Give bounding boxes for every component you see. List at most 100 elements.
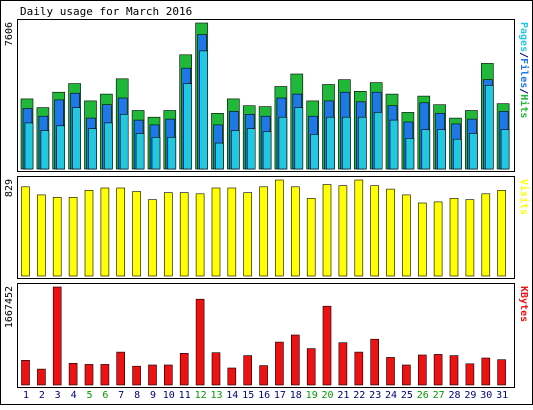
- bar-visits-day-29: [465, 199, 475, 277]
- day-label-22: 22: [353, 390, 365, 401]
- panel-kbytes: 1667452 KBytes: [4, 283, 529, 388]
- bar-pages-day-21: [342, 116, 351, 170]
- bar-visits-day-1: [21, 186, 30, 277]
- bar-kbytes-day-28: [449, 355, 459, 386]
- bar-kbytes-day-30: [481, 357, 491, 386]
- day-label-8: 8: [134, 390, 140, 401]
- bar-kbytes-day-13: [211, 352, 221, 386]
- kbytes-legend-label: KBytes: [518, 286, 529, 322]
- day-axis-labels: 1 2 3 4 5 6 7 8 9 10 11 12 13 14 15 16 17 18 19 20 21 22 23 24 2…: [23, 390, 508, 401]
- bar-pages-day-9: [151, 137, 161, 170]
- chart-title: Daily usage for March 2016: [20, 5, 192, 18]
- bar-visits-day-24: [386, 188, 395, 277]
- bar-visits-day-31: [497, 190, 506, 277]
- day-label-5: 5: [86, 390, 92, 401]
- bar-visits-day-12: [195, 193, 205, 277]
- bar-pages-day-2: [40, 130, 50, 170]
- bar-visits-day-7: [116, 187, 125, 277]
- bar-visits-day-30: [481, 193, 491, 277]
- bar-kbytes-day-25: [402, 364, 411, 386]
- day-label-15: 15: [242, 390, 254, 401]
- bar-visits-day-27: [433, 201, 443, 277]
- day-label-13: 13: [210, 390, 222, 401]
- day-label-31: 31: [496, 390, 508, 401]
- bar-visits-day-6: [100, 187, 110, 277]
- bar-pages-day-29: [469, 133, 478, 170]
- day-label-29: 29: [464, 390, 476, 401]
- bar-kbytes-day-8: [132, 365, 141, 386]
- bar-visits-day-14: [227, 187, 237, 277]
- bar-kbytes-day-7: [116, 351, 125, 386]
- day-label-2: 2: [39, 390, 45, 401]
- day-label-27: 27: [433, 390, 445, 401]
- bar-visits-day-5: [84, 190, 94, 277]
- bar-pages-day-1: [24, 122, 34, 170]
- bar-visits-day-8: [132, 191, 141, 277]
- hits-legend-part-1: /: [518, 52, 529, 58]
- bar-visits-day-19: [306, 198, 316, 277]
- day-label-3: 3: [55, 390, 61, 401]
- bar-visits-day-10: [164, 192, 173, 277]
- day-label-21: 21: [337, 390, 349, 401]
- bar-visits-day-25: [402, 194, 411, 277]
- hits-legend-part-3: /: [518, 88, 529, 94]
- bar-kbytes-day-11: [179, 352, 189, 386]
- bar-kbytes-day-31: [497, 359, 506, 386]
- panel-hits: 7606 Pages/Files/Hits: [4, 19, 530, 172]
- bar-pages-day-5: [88, 128, 97, 170]
- bar-pages-day-28: [453, 138, 462, 170]
- day-label-20: 20: [321, 390, 333, 401]
- bar-pages-day-14: [231, 130, 240, 170]
- hits-legend-part-0: Pages: [518, 22, 529, 52]
- day-label-25: 25: [401, 390, 413, 401]
- day-label-9: 9: [150, 390, 156, 401]
- bar-visits-day-18: [290, 186, 300, 277]
- bar-kbytes-day-27: [433, 354, 443, 386]
- bar-visits-day-26: [417, 202, 427, 277]
- day-label-19: 19: [306, 390, 318, 401]
- day-label-16: 16: [258, 390, 270, 401]
- day-label-1: 1: [23, 390, 29, 401]
- bar-pages-day-24: [389, 119, 399, 170]
- bar-kbytes-day-10: [164, 364, 173, 386]
- bar-pages-day-6: [104, 122, 113, 170]
- bar-kbytes-day-5: [84, 364, 94, 386]
- bar-pages-day-13: [215, 142, 224, 170]
- bar-pages-day-16: [262, 131, 272, 170]
- day-label-28: 28: [448, 390, 460, 401]
- hits-legend-part-4: Hits: [518, 94, 530, 118]
- bar-pages-day-30: [484, 85, 494, 170]
- bar-kbytes-day-29: [465, 363, 475, 386]
- bar-kbytes-day-3: [52, 286, 62, 386]
- bar-pages-day-20: [326, 116, 335, 170]
- bar-pages-day-3: [56, 125, 66, 170]
- visits-legend-part-0: Visits: [518, 179, 530, 215]
- day-label-14: 14: [226, 390, 238, 401]
- day-label-18: 18: [290, 390, 302, 401]
- bar-pages-day-10: [167, 137, 177, 170]
- kbytes-ymax-label: 1667452: [4, 286, 15, 328]
- bar-pages-day-8: [135, 133, 145, 170]
- bar-pages-day-19: [310, 134, 320, 170]
- hits-legend-part-2: Files: [518, 58, 530, 88]
- hits-legend-label: Pages/Files/Hits: [518, 22, 530, 118]
- day-label-24: 24: [385, 390, 397, 401]
- bar-pages-day-22: [357, 116, 367, 170]
- bar-kbytes-day-17: [275, 341, 284, 386]
- panel-visits: 829 Visits: [4, 176, 530, 279]
- bar-kbytes-day-4: [68, 362, 78, 386]
- bar-visits-day-20: [322, 184, 332, 277]
- day-label-30: 30: [480, 390, 492, 401]
- bar-kbytes-day-22: [354, 351, 364, 386]
- bar-pages-day-11: [183, 83, 192, 170]
- day-label-10: 10: [163, 390, 175, 401]
- day-label-26: 26: [417, 390, 429, 401]
- bar-pages-day-18: [294, 107, 304, 170]
- bar-visits-day-9: [148, 199, 157, 277]
- bar-kbytes-day-19: [306, 348, 316, 386]
- bar-visits-day-4: [68, 197, 78, 277]
- day-label-7: 7: [118, 390, 124, 401]
- bar-kbytes-day-20: [322, 305, 332, 386]
